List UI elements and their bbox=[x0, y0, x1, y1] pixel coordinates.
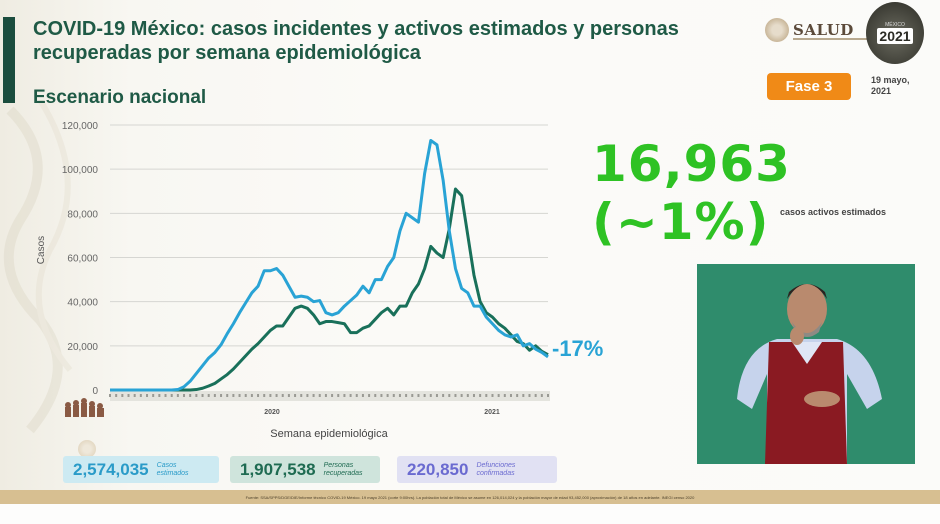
x-axis-band bbox=[110, 391, 550, 401]
svg-text:120,000: 120,000 bbox=[62, 121, 99, 132]
svg-text:20,000: 20,000 bbox=[67, 342, 98, 353]
svg-text:2021: 2021 bbox=[484, 409, 500, 416]
x-axis-label: Semana epidemiológica bbox=[270, 428, 388, 440]
svg-text:0: 0 bbox=[92, 386, 98, 397]
weekly-change-label: -17% bbox=[552, 336, 604, 361]
chart-series bbox=[110, 138, 549, 392]
y-axis-ticks: 0 20,000 40,000 60,000 80,000 100,000 120,000 bbox=[62, 121, 99, 397]
stat-value: 220,850 bbox=[407, 459, 469, 479]
logo-year: 2021 bbox=[877, 28, 913, 44]
svg-text:60,000: 60,000 bbox=[67, 254, 98, 265]
interpreter-figure bbox=[697, 264, 915, 464]
brand-subline bbox=[793, 38, 873, 40]
people-crowd-icon bbox=[65, 398, 104, 417]
title-accent-bar bbox=[3, 17, 15, 103]
stat-estimated-cases: 2,574,035 Casos estimados bbox=[63, 456, 219, 483]
page-title: COVID-19 México: casos incidentes y acti… bbox=[33, 18, 679, 64]
logo-top-text: MÉXICO bbox=[885, 22, 905, 28]
seal-watermark-icon bbox=[78, 440, 96, 458]
report-date: 19 mayo, 2021 bbox=[871, 75, 910, 96]
page-subtitle: Escenario nacional bbox=[33, 87, 207, 108]
sign-language-interpreter-video bbox=[697, 264, 915, 464]
svg-text:40,000: 40,000 bbox=[67, 298, 98, 309]
svg-text:100,000: 100,000 bbox=[62, 165, 99, 176]
eagle-seal-icon bbox=[765, 18, 789, 42]
salud-logo: SALUD bbox=[765, 18, 873, 42]
mexico-2021-logo: MÉXICO 2021 bbox=[866, 2, 924, 64]
background-ornament bbox=[3, 100, 73, 434]
active-cases-highlight: 16,963 (~1%) bbox=[592, 135, 791, 251]
chart-grid bbox=[110, 124, 548, 347]
bottom-margin bbox=[0, 504, 940, 524]
stat-confirmed-deaths: 220,850 Defunciones confirmadas bbox=[397, 456, 557, 483]
x-axis-year-labels: 2020 2021 bbox=[264, 409, 500, 416]
series-line bbox=[110, 187, 549, 392]
series-line bbox=[110, 138, 549, 392]
stat-label: Personas recuperadas bbox=[323, 461, 363, 477]
x-axis-week-ticks bbox=[109, 394, 549, 397]
stat-label: Defunciones confirmadas bbox=[476, 461, 516, 477]
brand-name: SALUD bbox=[793, 21, 854, 39]
stat-recovered: 1,907,538 Personas recuperadas bbox=[230, 456, 380, 483]
stat-value: 1,907,538 bbox=[240, 459, 316, 479]
stat-label: Casos estimados bbox=[156, 461, 189, 477]
svg-text:80,000: 80,000 bbox=[67, 209, 98, 220]
source-footer: Fuente: SSA/SPPS/DGE/DIE/Informe técnico… bbox=[0, 490, 940, 504]
svg-text:2020: 2020 bbox=[264, 409, 280, 416]
y-axis-label: Casos bbox=[36, 236, 47, 264]
active-cases-caption: casos activos estimados bbox=[780, 207, 887, 217]
stat-value: 2,574,035 bbox=[73, 459, 149, 479]
phase-badge: Fase 3 bbox=[767, 73, 851, 100]
